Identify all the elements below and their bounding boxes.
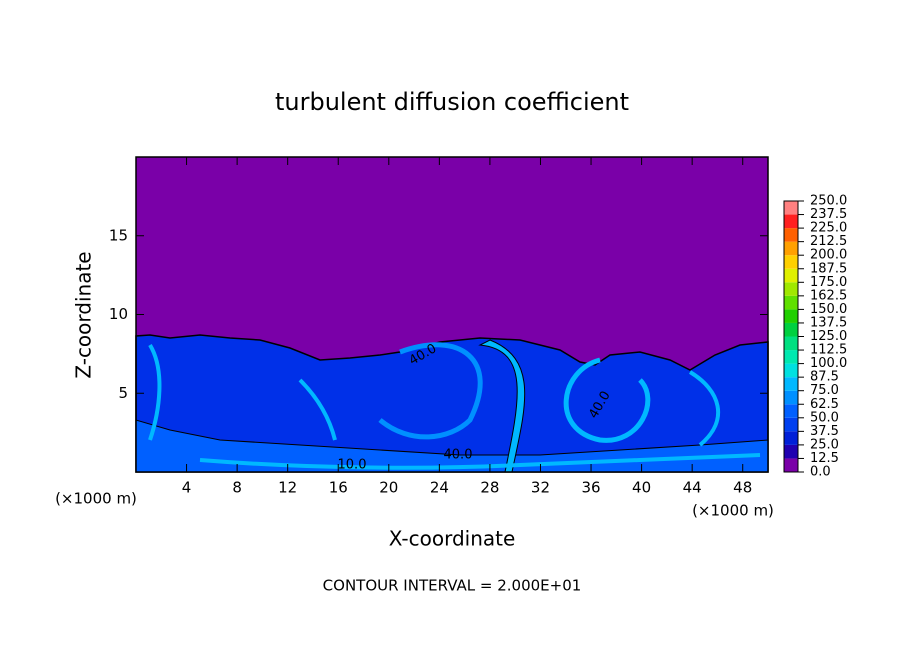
colorbar-label: 237.5 [810, 207, 847, 222]
colorbar-band [784, 255, 798, 269]
x-axis-label: X-coordinate [389, 527, 516, 551]
colorbar-band [784, 336, 798, 351]
x-tick-label: 8 [232, 479, 242, 497]
colorbar-band [784, 201, 798, 215]
colorbar-band [784, 431, 798, 445]
colorbar-band [784, 214, 798, 229]
y-tick-label: 5 [118, 384, 128, 402]
swirl [148, 343, 162, 441]
colorbar-band [784, 268, 798, 283]
x-unit: (×1000 m) [692, 502, 774, 520]
colorbar-label: 250.0 [810, 194, 847, 209]
colorbar-band [784, 350, 798, 364]
swirl [688, 370, 720, 447]
x-tick-label: 32 [531, 479, 550, 497]
colorbar-label: 150.0 [810, 302, 847, 317]
contour-label: 10.0 [338, 458, 367, 473]
colorbar-label: 112.5 [810, 343, 847, 358]
colorbar-label: 37.5 [810, 424, 839, 439]
swirl [199, 453, 761, 470]
colorbar-label: 87.5 [810, 370, 839, 385]
colorbar-band [784, 309, 798, 323]
y-tick-label: 10 [109, 305, 128, 323]
colorbar-band [784, 322, 798, 337]
x-tick-label: 24 [430, 479, 449, 497]
colorbar-label: 50.0 [810, 410, 839, 425]
colorbar-band [784, 295, 798, 310]
x-unit: (×1000 m) [55, 490, 137, 508]
colorbar-label: 12.5 [810, 451, 839, 466]
swirl [298, 378, 337, 441]
colorbar-label: 212.5 [810, 234, 847, 249]
colorbar-label: 100.0 [810, 356, 847, 371]
colorbar-label: 225.0 [810, 221, 847, 236]
colorbar-label: 25.0 [810, 437, 839, 452]
x-tick-label: 40 [632, 479, 651, 497]
swirl [563, 357, 651, 443]
colorbar-label: 62.5 [810, 397, 839, 412]
colorbar-label: 162.5 [810, 288, 847, 303]
field [135, 157, 769, 473]
colorbar-band [784, 417, 798, 432]
x-tick-label: 12 [278, 479, 297, 497]
colorbar-label: 0.0 [810, 465, 831, 480]
colorbar-band [784, 282, 798, 296]
chart-title: turbulent diffusion coefficient [275, 88, 629, 116]
colorbar-band [784, 390, 798, 405]
x-tick-label: 20 [379, 479, 398, 497]
colorbar-band [784, 241, 798, 256]
footer: CONTOUR INTERVAL = 2.000E+01 [323, 577, 582, 595]
x-tick-label: 48 [733, 479, 752, 497]
colorbar-label: 200.0 [810, 248, 847, 263]
colorbar-label: 187.5 [810, 261, 847, 276]
colorbar-band [784, 363, 798, 378]
colorbar-band [784, 228, 798, 242]
colorbar-band [784, 404, 798, 418]
y-tick-label: 15 [109, 226, 128, 244]
colorbar-label: 125.0 [810, 329, 847, 344]
x-tick-label: 4 [182, 479, 192, 497]
colorbar-label: 175.0 [810, 275, 847, 290]
colorbar-band [784, 458, 798, 472]
contour-label: 40.0 [444, 448, 473, 463]
colorbar-label: 75.0 [810, 383, 839, 398]
colorbar-band [784, 377, 798, 391]
x-tick-label: 16 [329, 479, 348, 497]
colorbar-band [784, 444, 798, 459]
x-tick-label: 28 [480, 479, 499, 497]
swirl [378, 342, 483, 440]
x-tick-label: 44 [683, 479, 702, 497]
colorbar-label: 137.5 [810, 315, 847, 330]
x-tick-label: 36 [581, 479, 600, 497]
y-axis-label: Z-coordinate [72, 251, 96, 378]
